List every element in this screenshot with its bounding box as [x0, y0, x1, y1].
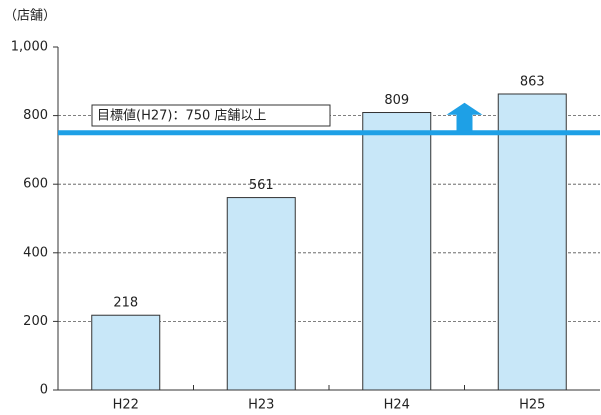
bar [226, 197, 296, 391]
target-label: 目標値(H27)：750 店舗以上 [97, 108, 266, 124]
bar [91, 314, 161, 391]
data-label: 561 [249, 178, 274, 193]
y-tick-label: 1,000 [11, 40, 48, 55]
target-label-box [91, 104, 331, 127]
data-label: 218 [113, 296, 138, 311]
x-tick-label: H25 [519, 398, 545, 413]
y-tick-label: 0 [40, 383, 48, 398]
bar [497, 93, 567, 391]
x-tick-label: H24 [384, 398, 410, 413]
y-tick-label: 800 [23, 108, 48, 123]
y-axis-label: （店舗） [4, 9, 56, 24]
x-tick-label: H23 [248, 398, 274, 413]
y-tick-label: 400 [23, 245, 48, 260]
bar [362, 112, 432, 391]
data-label: 863 [520, 74, 545, 89]
target-arrow [446, 102, 483, 131]
data-label: 809 [384, 93, 409, 108]
y-tick-label: 600 [23, 177, 48, 192]
x-tick-label: H22 [113, 398, 139, 413]
y-tick-label: 200 [23, 314, 48, 329]
